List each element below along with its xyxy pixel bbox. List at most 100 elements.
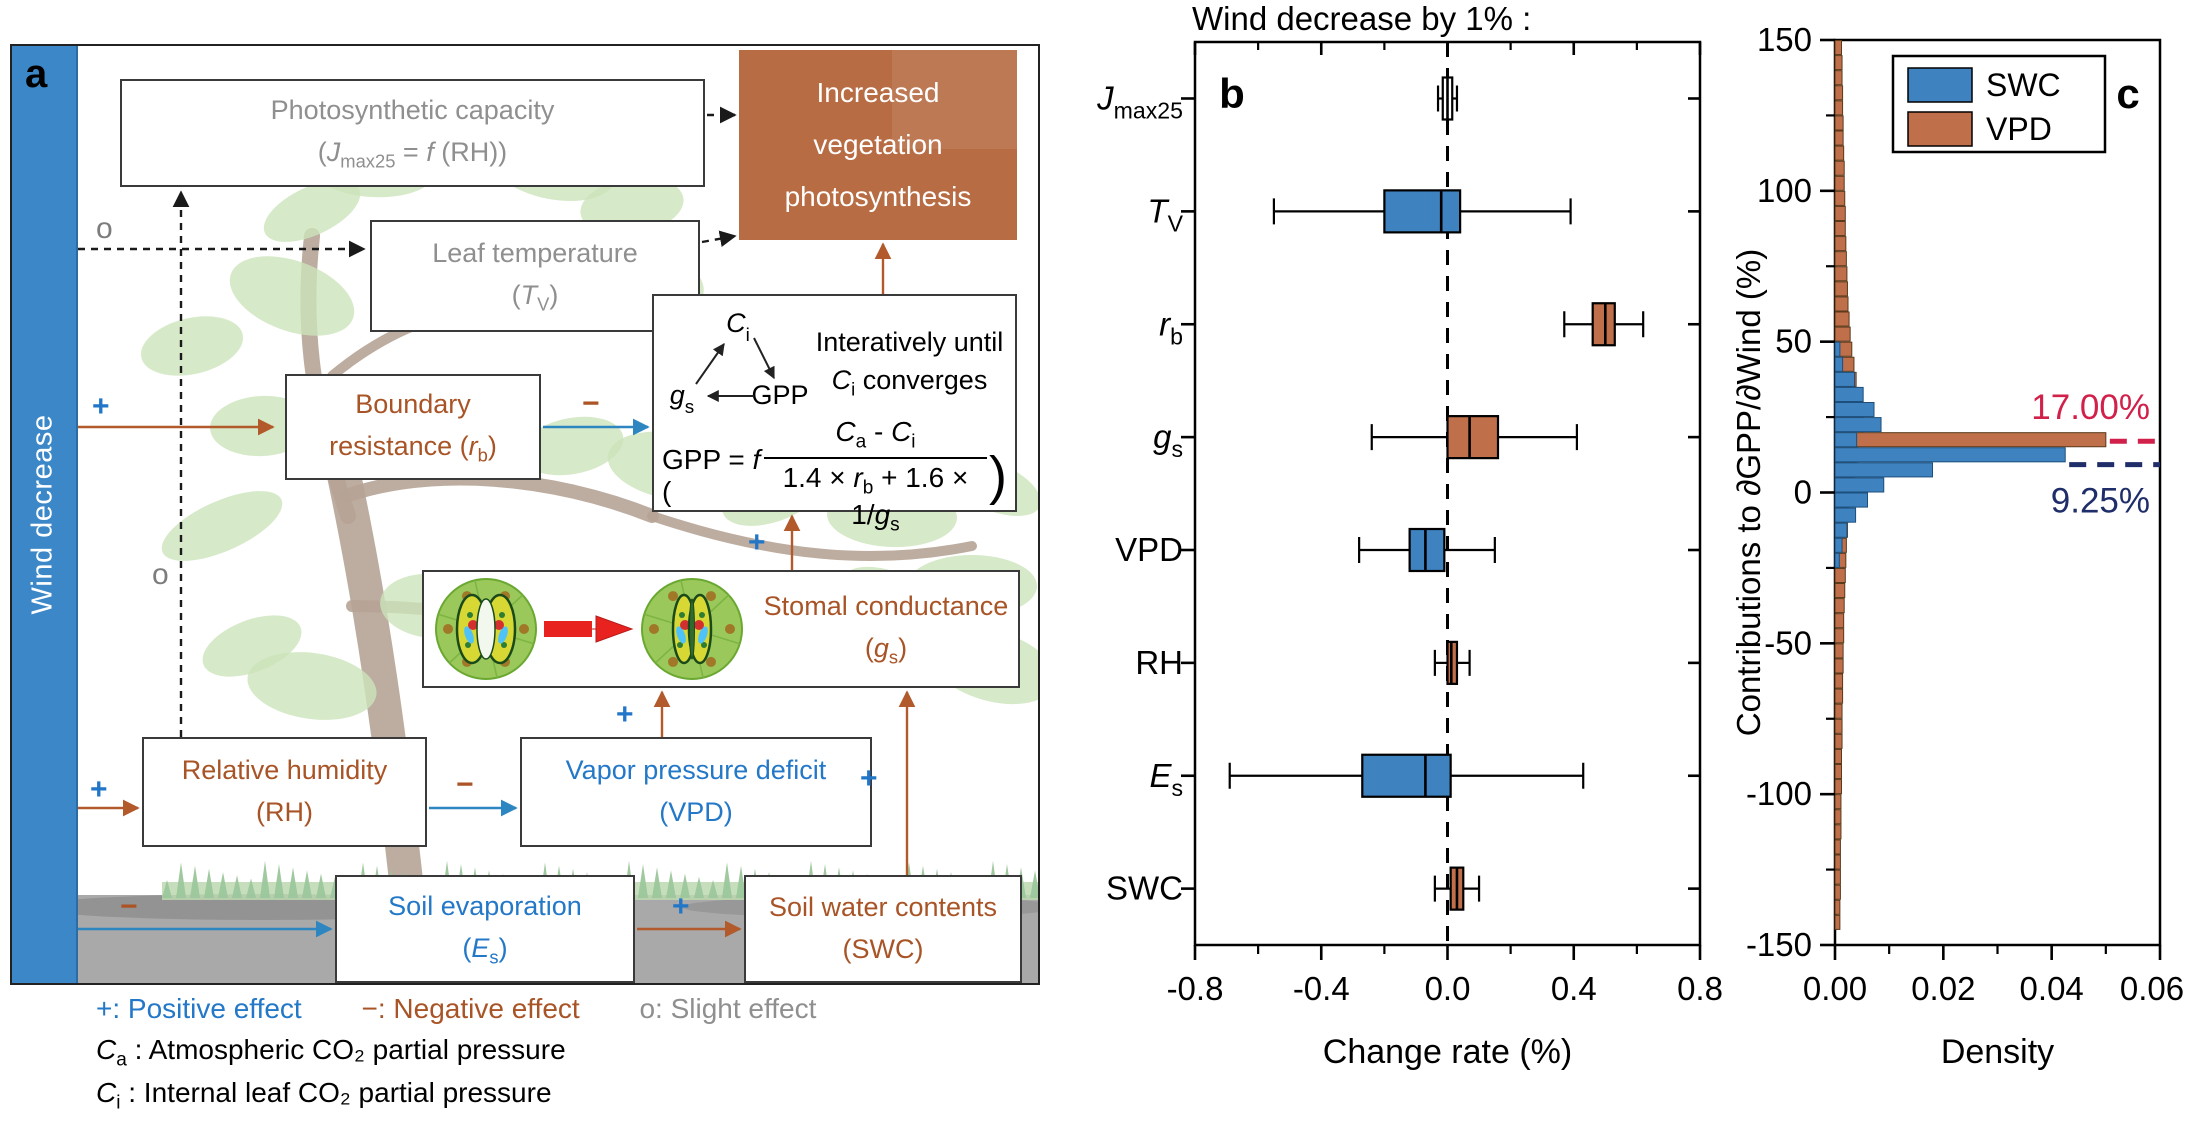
panel-b-category: RH	[1135, 644, 1183, 681]
box-line: Soil water contents	[768, 892, 998, 923]
annotation-label-VPD: 17.00%	[2031, 388, 2150, 427]
panel-b-xtick: -0.8	[1167, 970, 1224, 1007]
sign-es-swc: +	[672, 890, 690, 923]
box-relative-humidity: Relative humidity (RH)	[142, 737, 427, 847]
panel-b-category: gs	[1153, 418, 1183, 462]
boxplot-row-rb	[1563, 302, 1645, 347]
ca-definition: Ca : Atmospheric CO₂ partial pressure	[96, 1034, 566, 1071]
sign-wind-boundary: +	[92, 390, 110, 423]
box-photosynthetic-capacity: Photosynthetic capacity (Jmax25 = f (RH)…	[120, 79, 705, 187]
boxplot-row-Jmax25	[1436, 76, 1459, 121]
slight-effect-legend: o: Slight effect	[639, 993, 817, 1024]
box-stomatal-conductance: Stomal conductance (gs)	[422, 570, 1020, 688]
gpp-cycle-row: Ci gs GPP Interatively until Ci converges	[662, 302, 1007, 414]
panel-c-ytick: 100	[1757, 172, 1812, 209]
formula-fraction: Ca - Ci 1.4 × rb + 1.6 × 1/gs	[763, 416, 988, 537]
panel-b-xtick: 0.4	[1551, 970, 1597, 1007]
panel-a-arrows	[78, 106, 916, 938]
sign-wind-leaftemp: o	[96, 212, 113, 245]
box-line: photosynthesis	[784, 180, 972, 212]
panel-c-ytick: 0	[1794, 474, 1812, 511]
panel-c-ytick: 150	[1757, 21, 1812, 58]
boxplot-row-VPD	[1358, 527, 1496, 573]
sign-boundary-gpp: −	[582, 387, 600, 420]
panel-b-category: Jmax25	[1096, 80, 1183, 124]
panel-c-legend: SWC VPD	[1891, 54, 2107, 154]
panel-b-title: Wind decrease by 1% :	[1192, 0, 1531, 37]
panel-c-ytick: -150	[1746, 926, 1812, 963]
boxplot-row-SWC	[1433, 866, 1481, 911]
box-line: Boundary	[355, 389, 471, 420]
box-line: (RH)	[256, 797, 313, 827]
formula-numerator: Ca - Ci	[835, 416, 916, 453]
box-line: (SWC)	[842, 934, 924, 964]
panel-b-category: VPD	[1115, 531, 1183, 568]
svg-text:Ci: Ci	[726, 308, 750, 346]
stoma-closed	[641, 578, 743, 680]
boxplot-row-RH	[1433, 640, 1471, 685]
box-line: Relative humidity	[181, 755, 388, 786]
sign-vpd-stoma: +	[616, 698, 634, 731]
panel-c-xlabel: Density	[1941, 1033, 2054, 1071]
panel-c-ytick: -100	[1746, 775, 1812, 812]
boxplot-row-TV	[1272, 189, 1572, 234]
panel-a-diagram: Wind decrease a Photosynthetic capacity …	[10, 44, 1040, 985]
panel-c-ylabel: Contributions to ∂GPP/∂Wind (%)	[1730, 249, 1767, 736]
sign-wind-es: −	[120, 890, 138, 923]
hist-swc-bars	[1834, 341, 2066, 568]
panel-b-letter: b	[1219, 70, 1245, 117]
box-line: Vapor pressure deficit	[565, 755, 827, 786]
box-leaf-temperature: Leaf temperature (TV)	[370, 220, 700, 332]
iteration-note: Interatively until Ci converges	[812, 324, 1007, 402]
legend-label-SWC: SWC	[1986, 67, 2061, 103]
iteration-note-line: Interatively until	[815, 327, 1004, 357]
stoma-open	[435, 578, 537, 680]
box-shade	[891, 50, 1017, 149]
box-increased-photosynthesis: Increased vegetation photosynthesis	[739, 50, 1017, 240]
box-line: (VPD)	[659, 797, 733, 827]
box-soil-water-contents: Soil water contents (SWC)	[744, 875, 1022, 983]
panel-b-xtick: 0.8	[1677, 970, 1723, 1007]
boxplot-row-gs	[1370, 415, 1579, 460]
legend-label-VPD: VPD	[1986, 111, 2052, 147]
boxplot-row-Es	[1228, 753, 1585, 798]
box-line: Photosynthetic capacity	[270, 95, 555, 126]
sign-stoma-gpp: +	[748, 526, 766, 559]
svg-text:gs: gs	[670, 380, 694, 414]
box-soil-evaporation: Soil evaporation (Es)	[335, 875, 635, 983]
panel-b-xtick: -0.4	[1293, 970, 1350, 1007]
formula-lhs: GPP = f (	[662, 444, 761, 508]
panel-c-ytick: 50	[1775, 323, 1812, 360]
negative-effect-legend: −: Negative effect	[361, 993, 580, 1024]
box-line: (Jmax25 = f (RH))	[317, 137, 508, 172]
box-line: vegetation	[813, 129, 943, 161]
box-line: Stomal conductance	[763, 591, 1009, 622]
box-gpp-iteration: Ci gs GPP Interatively until Ci converges …	[652, 294, 1017, 536]
sign-rh-vpd: −	[456, 768, 474, 801]
box-line: (gs)	[864, 633, 908, 668]
svg-text:GPP: GPP	[751, 380, 808, 410]
sign-vdash-mid: o	[152, 558, 169, 591]
box-vapor-pressure-deficit: Vapor pressure deficit (VPD)	[520, 737, 872, 847]
box-boundary-resistance: Boundary resistance (rb)	[285, 374, 541, 480]
formula-denominator: 1.4 × rb + 1.6 × 1/gs	[763, 456, 988, 537]
sign-swc-stoma: +	[860, 762, 878, 795]
panel-c-xtick: 0.04	[2020, 970, 2084, 1007]
box-line: Increased	[816, 77, 940, 109]
box-line: Soil evaporation	[388, 891, 582, 922]
iteration-note-line: Ci converges	[831, 364, 988, 400]
annotation-label-SWC: 9.25%	[2051, 482, 2150, 521]
stomata-illustration	[435, 578, 743, 680]
sign-wind-rh: +	[90, 773, 108, 806]
panel-c-xtick: 0.06	[2120, 970, 2184, 1007]
effect-legend: +: Positive effect −: Negative effect o:…	[96, 993, 816, 1025]
panel-b-category: rb	[1159, 305, 1183, 349]
stoma-text: Stomal conductance (gs)	[754, 586, 1018, 672]
panel-b-category: TV	[1147, 192, 1183, 236]
box-line: (Es)	[462, 933, 508, 968]
panel-c-xtick: 0.02	[1911, 970, 1975, 1007]
panel-b-xlabel: Change rate (%)	[1323, 1033, 1572, 1071]
